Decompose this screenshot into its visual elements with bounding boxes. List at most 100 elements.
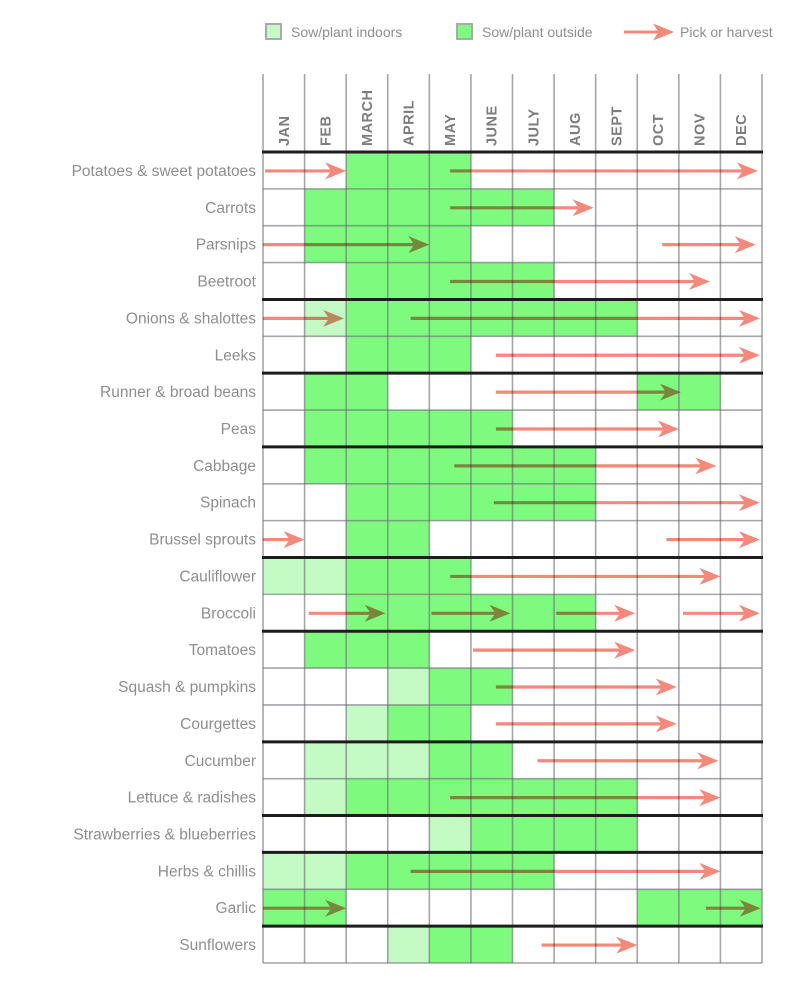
harvest-arrow-head — [614, 604, 636, 622]
month-header-april: APRIL — [402, 100, 418, 146]
month-header-june: JUNE — [485, 105, 501, 146]
row-label: Herbs & chillis — [158, 863, 256, 880]
row-label: Beetroot — [197, 274, 256, 291]
harvest-arrow-head — [489, 604, 511, 622]
harvest-arrow-head — [738, 346, 760, 364]
cell-sow-indoors — [387, 926, 430, 963]
cell-sow-outside — [429, 926, 471, 963]
harvest-arrow-head — [655, 678, 677, 696]
cell-sow-outside — [346, 778, 388, 816]
legend-swatch-sow-indoors — [265, 23, 282, 40]
harvest-arrows-layer — [263, 162, 761, 954]
harvest-arrow-head — [655, 715, 677, 733]
cell-sow-outside — [429, 410, 471, 447]
cell-sow-indoors — [346, 741, 388, 779]
cell-sow-outside — [554, 815, 596, 853]
cell-sow-outside — [346, 299, 388, 337]
harvest-arrow-head — [736, 162, 758, 180]
row-label: Brussel sprouts — [149, 532, 256, 549]
cell-sow-outside — [470, 926, 513, 963]
cell-sow-outside — [346, 631, 388, 669]
cell-sow-outside — [304, 373, 347, 411]
harvest-arrow-head — [364, 604, 386, 622]
row-label: Peas — [221, 421, 257, 438]
cell-sow-outside — [387, 336, 430, 374]
cell-sow-outside — [304, 631, 347, 669]
cell-sow-outside — [346, 188, 388, 226]
row-label: Runner & broad beans — [100, 384, 256, 401]
cell-sow-outside — [346, 336, 388, 374]
harvest-arrow-head — [614, 641, 636, 659]
cell-sow-outside — [387, 410, 430, 447]
cell-sow-outside — [346, 557, 388, 595]
harvest-arrow-head — [738, 531, 760, 549]
month-header-sept: SEPT — [609, 106, 625, 146]
cell-sow-outside — [346, 373, 388, 411]
cell-sow-outside — [387, 778, 430, 816]
harvest-arrow-head — [699, 789, 721, 807]
month-header-july: JULY — [526, 108, 542, 146]
row-label: Carrots — [205, 200, 256, 217]
row-label: Potatoes & sweet potatoes — [72, 163, 257, 180]
harvest-arrow-head — [283, 531, 305, 549]
legend-label-harvest: Pick or harvest — [680, 24, 773, 40]
cell-sow-outside — [387, 446, 430, 484]
harvest-arrow-head — [734, 236, 756, 254]
month-header-nov: NOV — [693, 113, 709, 146]
month-header-jan: JAN — [277, 115, 293, 146]
harvest-arrow-icon — [624, 23, 674, 41]
harvest-arrow-head — [616, 936, 638, 954]
month-header-march: MARCH — [360, 90, 376, 146]
harvest-arrow-head — [738, 494, 760, 512]
cell-sow-outside — [346, 410, 388, 447]
cell-sow-outside — [429, 704, 471, 742]
cell-sow-indoors — [304, 778, 347, 816]
row-label: Strawberries & blueberries — [73, 826, 256, 843]
harvest-arrow-head — [739, 899, 761, 917]
cell-sow-outside — [304, 188, 347, 226]
legend-label-sow-indoors: Sow/plant indoors — [291, 24, 403, 40]
cell-sow-outside — [470, 815, 513, 853]
row-label: Squash & pumpkins — [118, 679, 256, 696]
cell-sow-outside — [512, 815, 555, 853]
harvest-arrow-head — [697, 752, 719, 770]
harvest-arrow-head — [657, 420, 679, 438]
cell-sow-outside — [346, 262, 388, 300]
month-header-feb: FEB — [318, 116, 334, 147]
harvest-arrow-head — [325, 162, 347, 180]
month-header-oct: OCT — [651, 114, 667, 146]
row-label: Lettuce & radishes — [128, 790, 257, 807]
cell-sow-outside — [304, 446, 347, 484]
harvest-arrow-head — [689, 273, 711, 291]
row-label: Tomatoes — [189, 642, 256, 659]
cell-sow-outside — [512, 594, 555, 632]
row-label: Sunflowers — [179, 937, 256, 954]
row-label: Spinach — [200, 495, 256, 512]
cell-sow-outside — [346, 483, 388, 521]
cell-sow-outside — [429, 483, 471, 521]
cell-sow-outside — [304, 410, 347, 447]
cell-sow-indoors — [387, 741, 430, 779]
row-label: Leeks — [215, 347, 257, 364]
cell-sow-indoors — [263, 557, 305, 595]
harvest-arrow-head — [699, 567, 721, 585]
row-label: Courgettes — [180, 716, 256, 733]
cell-sow-outside — [429, 668, 471, 705]
cell-sow-outside — [387, 520, 430, 558]
cell-sow-outside — [678, 373, 721, 411]
cell-sow-outside — [346, 446, 388, 484]
cell-sow-outside — [346, 852, 388, 890]
cell-sow-indoors — [263, 852, 305, 890]
cell-sow-indoors — [304, 852, 347, 890]
legend-label-sow-outside: Sow/plant outside — [482, 24, 593, 40]
cell-sow-outside — [387, 152, 430, 189]
legend-swatch-sow-outside — [456, 23, 473, 40]
row-label: Cauliflower — [179, 568, 256, 585]
harvest-arrow-head — [699, 862, 721, 880]
month-header-may: MAY — [443, 114, 459, 146]
cell-sow-outside — [429, 225, 471, 263]
cell-sow-indoors — [429, 815, 471, 853]
cell-sow-outside — [387, 704, 430, 742]
